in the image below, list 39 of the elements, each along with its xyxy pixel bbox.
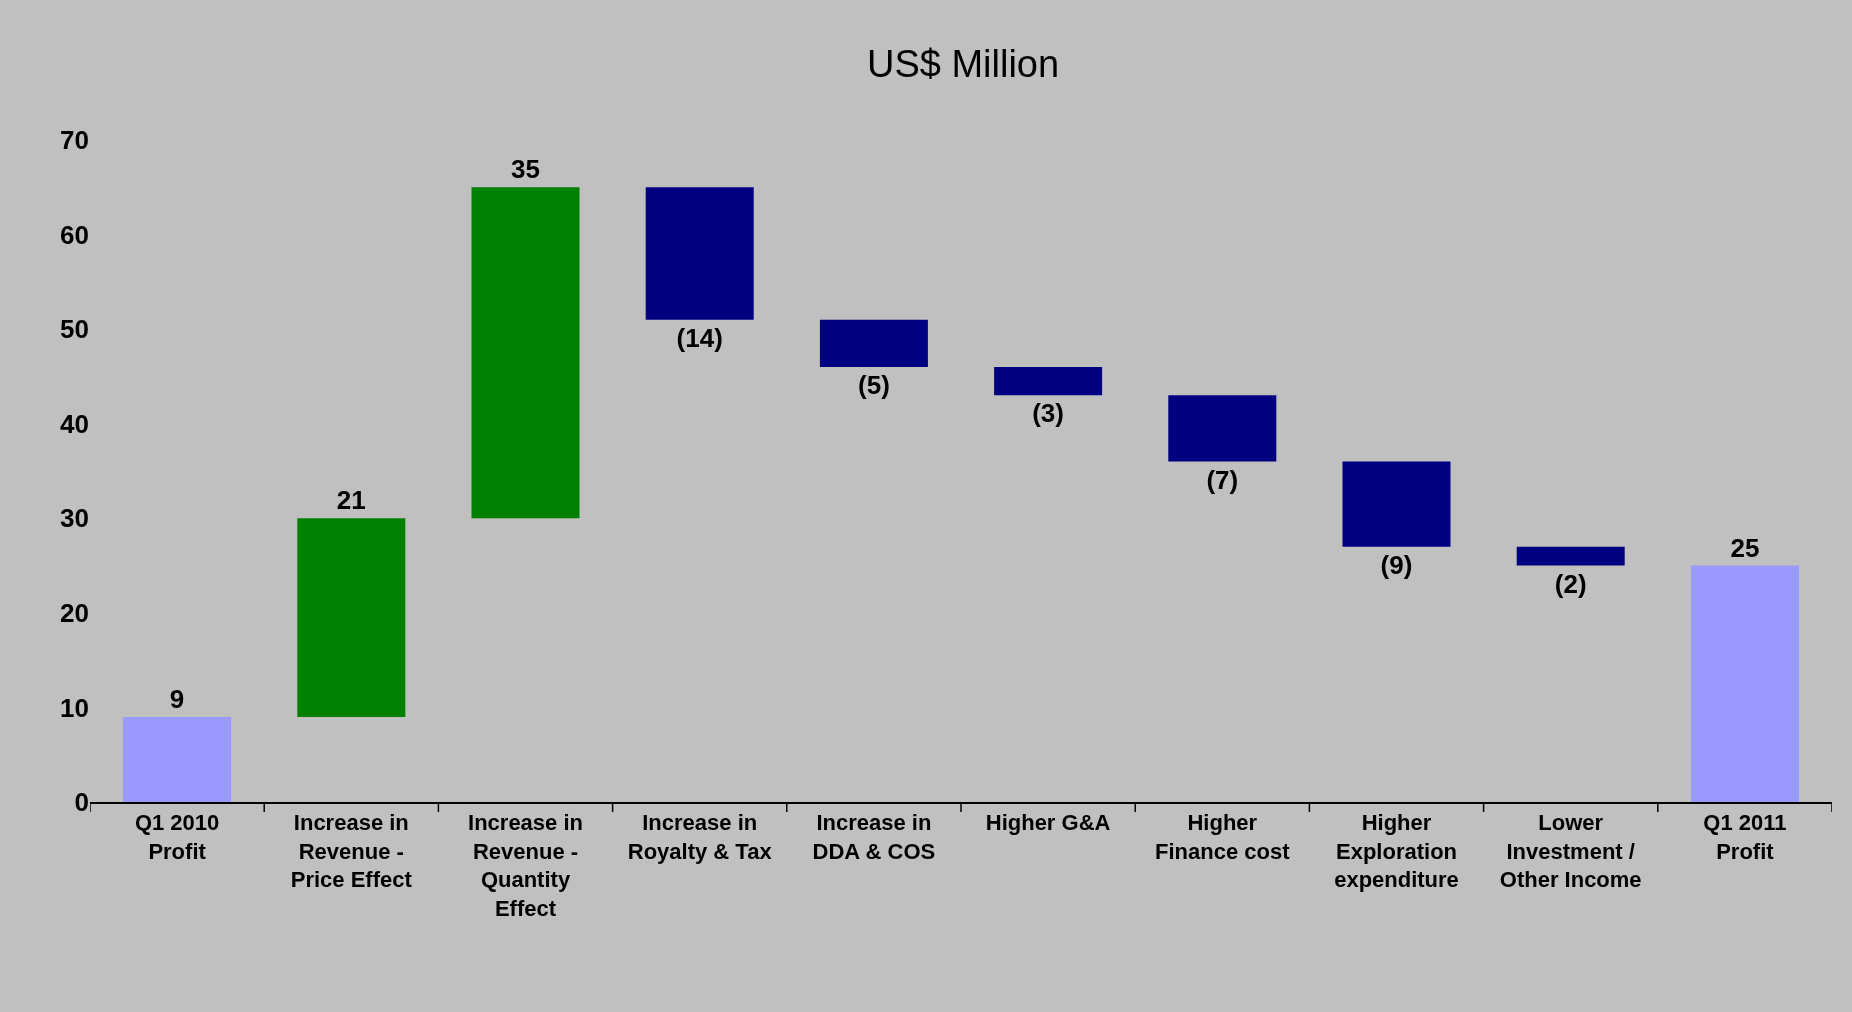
y-tick-label: 40 <box>60 408 89 439</box>
y-tick-label: 0 <box>74 787 89 818</box>
x-tick-label: Increase in Royalty & Tax <box>627 810 773 864</box>
data-label: (5) <box>858 369 890 400</box>
data-label: 9 <box>169 683 185 714</box>
bar <box>1342 461 1451 547</box>
x-tick-label: Q1 2011 Profit <box>1703 810 1787 864</box>
x-tick-label: Q1 2010 Profit <box>134 810 220 864</box>
bar <box>1690 565 1799 802</box>
x-tick-label: Higher Exploration expenditure <box>1334 810 1459 893</box>
x-tick-label: Higher Finance cost <box>1155 810 1291 864</box>
x-tick-label: Increase in Revenue - Quantity Effect <box>468 810 583 921</box>
data-label: (9) <box>1380 549 1413 580</box>
y-tick-label: 60 <box>60 219 89 250</box>
bar <box>819 319 928 367</box>
y-tick-label: 70 <box>60 125 89 156</box>
data-label: 21 <box>336 485 366 516</box>
y-tick-label: 10 <box>60 692 89 723</box>
bar <box>645 187 754 320</box>
bar <box>1516 546 1625 566</box>
bar <box>1168 395 1277 462</box>
data-label: (14) <box>676 322 723 353</box>
bar <box>471 187 580 519</box>
data-label: (2) <box>1554 568 1587 599</box>
x-tick-label: Increase in DDA & COS <box>812 810 936 864</box>
bar <box>297 518 406 717</box>
y-tick-label: 20 <box>60 597 89 628</box>
data-label: 25 <box>1730 532 1760 563</box>
x-tick-label: Higher G&A <box>985 810 1111 836</box>
chart-title: US$ Million <box>866 43 1060 86</box>
bar <box>123 716 232 802</box>
data-label: 35 <box>511 154 540 185</box>
x-tick-label: Lower Investment / Other Income <box>1499 810 1642 893</box>
y-tick-label: 30 <box>60 503 89 534</box>
y-tick-label: 50 <box>60 314 89 345</box>
data-label: (7) <box>1206 464 1239 495</box>
data-label: (3) <box>1032 398 1064 429</box>
x-tick-label: Increase in Revenue - Price Effect <box>290 810 413 893</box>
bar <box>994 366 1103 396</box>
